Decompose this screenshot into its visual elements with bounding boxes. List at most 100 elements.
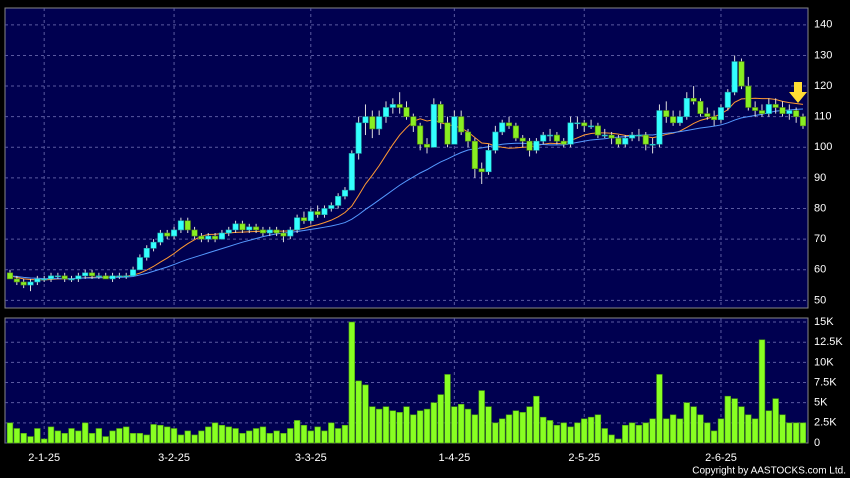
volume-bar — [389, 410, 396, 444]
y2-tick-label: 10K — [814, 356, 834, 368]
candle-body — [410, 116, 417, 127]
x-tick-label: 2-6-25 — [705, 452, 737, 464]
volume-bar — [396, 412, 403, 444]
volume-bar — [68, 428, 75, 444]
volume-bar — [382, 406, 390, 444]
volume-bar — [594, 414, 602, 444]
volume-bar — [471, 414, 479, 444]
volume-bar — [642, 422, 649, 444]
candle-body — [533, 140, 540, 151]
volume-bar — [355, 380, 362, 444]
volume-bar — [157, 424, 164, 444]
candle-body — [184, 220, 191, 231]
candle-body — [123, 275, 130, 278]
candle-body — [553, 134, 560, 142]
volume-bar — [375, 408, 383, 444]
candle-body — [758, 110, 766, 114]
volume-bar — [745, 414, 752, 444]
candle-body — [485, 150, 492, 173]
candle-body — [458, 116, 465, 133]
candle-body — [724, 91, 731, 108]
candle-body — [157, 232, 164, 243]
volume-bar — [663, 418, 670, 444]
candle-body — [492, 131, 499, 151]
candle-body — [355, 122, 362, 154]
volume-bar — [170, 428, 178, 444]
volume-bar — [574, 422, 581, 444]
volume-bar — [690, 406, 697, 444]
volume-bar — [423, 408, 431, 444]
volume-bar — [321, 430, 328, 444]
candle-body — [82, 272, 89, 277]
volume-bar — [567, 426, 574, 444]
y-tick-label: 80 — [814, 202, 826, 214]
volume-bar — [369, 406, 376, 444]
volume-bar — [259, 426, 267, 444]
volume-bar — [273, 430, 280, 444]
volume-bar — [218, 424, 226, 444]
candle-body — [205, 235, 212, 240]
volume-bar — [622, 424, 629, 444]
volume-bar — [198, 430, 205, 444]
candle-body — [656, 110, 663, 145]
y-tick-label: 100 — [814, 141, 832, 153]
volume-bar — [499, 418, 506, 444]
candle-body — [232, 223, 239, 231]
y2-tick-label: 15K — [814, 316, 834, 328]
candle-body — [499, 122, 506, 133]
volume-bar — [478, 390, 485, 444]
candle-body — [389, 104, 396, 108]
volume-bar — [47, 426, 55, 444]
candle-body — [417, 125, 424, 145]
volume-bar — [6, 422, 14, 444]
candle-body — [752, 107, 759, 111]
candle-body — [560, 140, 567, 145]
candle-body — [348, 153, 355, 191]
volume-bar — [150, 424, 157, 444]
candle-body — [649, 143, 656, 146]
candle-body — [547, 134, 554, 137]
volume-bar — [437, 394, 444, 444]
candle-body — [362, 116, 369, 124]
candle-body — [328, 205, 335, 209]
candle-body — [136, 257, 143, 271]
y-tick-label: 130 — [814, 49, 832, 61]
candle-body — [423, 143, 431, 148]
volume-bar — [519, 412, 526, 444]
candle-body — [745, 85, 752, 108]
candle-body — [34, 278, 41, 283]
volume-bar — [724, 395, 731, 444]
volume-bar — [792, 422, 800, 444]
volume-bar — [307, 430, 314, 444]
candle-body — [246, 226, 253, 231]
volume-bar — [95, 428, 103, 444]
volume-bar — [109, 430, 116, 444]
candle-body — [41, 278, 48, 281]
volume-bar — [13, 428, 21, 444]
candle-body — [273, 229, 280, 234]
candle-body — [581, 122, 588, 127]
candle-body — [68, 278, 75, 281]
volume-bar — [717, 418, 725, 444]
volume-bar — [417, 410, 424, 444]
volume-bar — [526, 406, 533, 444]
candle-body — [663, 110, 670, 117]
candle-body — [622, 137, 629, 145]
volume-bar — [266, 433, 273, 444]
volume-bar — [628, 422, 636, 444]
price-panel — [4, 7, 809, 309]
candle-body — [567, 122, 574, 145]
y2-tick-label: 7.5K — [814, 376, 837, 388]
volume-bar — [20, 433, 27, 444]
candle-body — [321, 208, 328, 215]
candle-body — [116, 275, 123, 278]
candle-body — [471, 140, 478, 170]
volume-bar — [102, 436, 109, 444]
candle-body — [506, 122, 513, 127]
candle-body — [540, 134, 547, 142]
volume-bar — [191, 434, 198, 444]
y-tick-label: 110 — [814, 111, 832, 123]
volume-bar — [601, 428, 608, 444]
volume-bar — [116, 428, 123, 444]
candle-body — [6, 272, 14, 280]
